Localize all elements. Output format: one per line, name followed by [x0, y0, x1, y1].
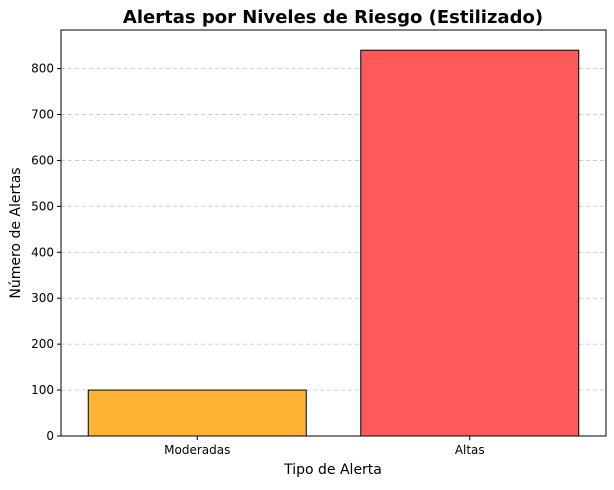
x-axis-label: Tipo de Alerta	[283, 462, 382, 478]
bars	[87, 49, 580, 437]
y-tick-label: 600	[31, 153, 54, 167]
y-tick-label: 500	[31, 199, 54, 213]
plot-frame	[60, 29, 607, 437]
y-tick-label: 300	[31, 291, 54, 305]
x-tick-label: Moderadas	[164, 443, 230, 457]
y-tick-label: 400	[31, 245, 54, 259]
chart-title: Alertas por Niveles de Riesgo (Estilizad…	[123, 7, 543, 28]
x-ticks: Moderadas Altas	[164, 436, 485, 457]
x-tick-label: Altas	[455, 443, 485, 457]
bar-moderadas	[87, 389, 307, 437]
y-tick-label: 200	[31, 337, 54, 351]
y-tick-label: 800	[31, 62, 54, 76]
y-ticks: 0 100 200 300 400 500 600 700 800	[31, 62, 61, 443]
y-axis-label: Número de Alertas	[8, 167, 24, 298]
y-tick-label: 700	[31, 108, 54, 122]
y-tick-label: 100	[31, 383, 54, 397]
bar-altas	[360, 49, 580, 437]
y-tick-label: 0	[46, 429, 54, 443]
